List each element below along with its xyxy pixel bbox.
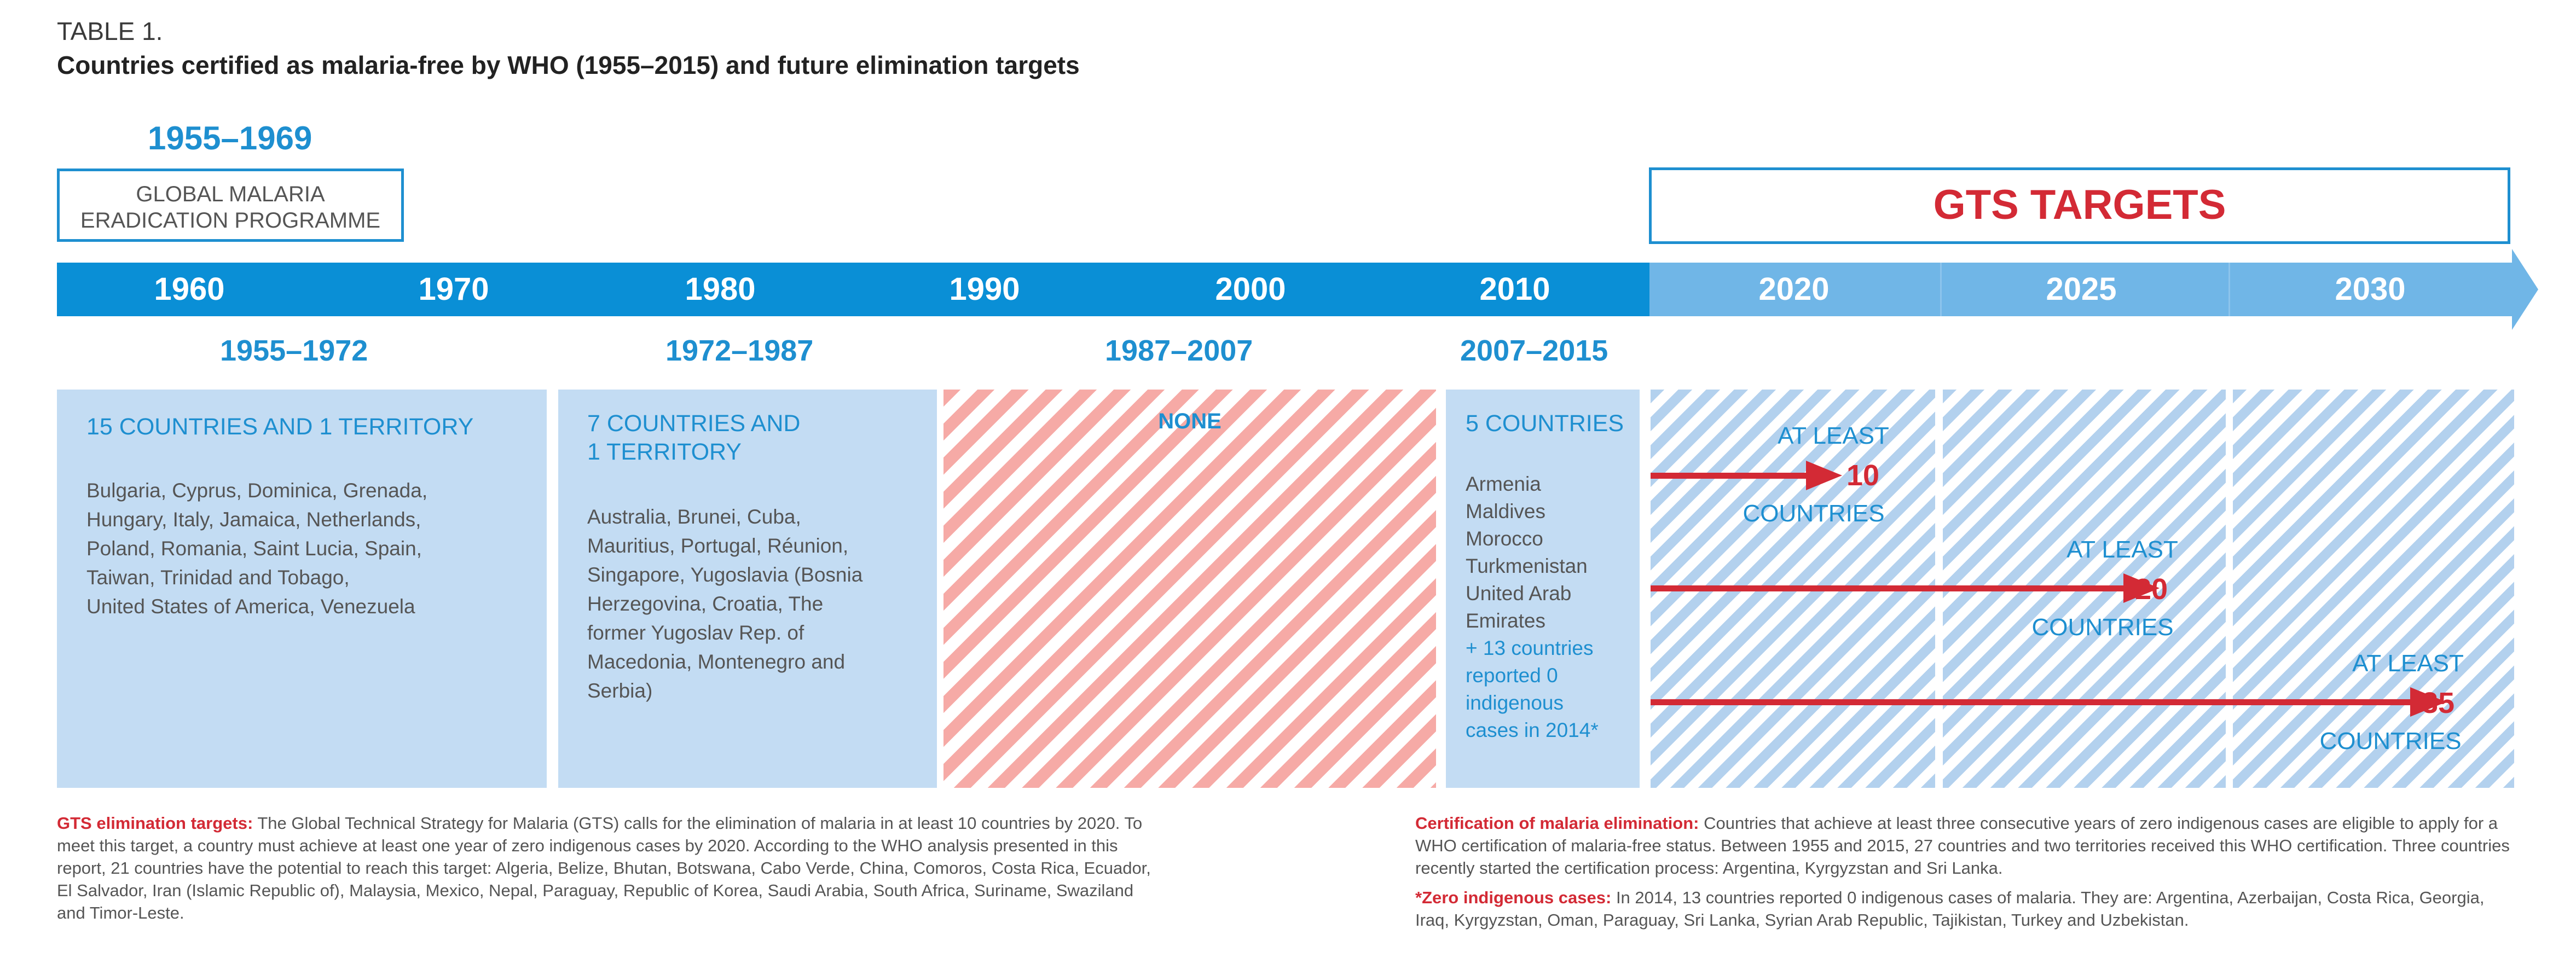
footnote-zero-cases: *Zero indigenous cases: In 2014, 13 coun…	[1415, 886, 2520, 931]
country-line: Hungary, Italy, Jamaica, Netherlands,	[86, 508, 421, 531]
programme-era: 1955–1969	[148, 120, 312, 156]
timeline-bar-targets	[1649, 263, 2517, 316]
year-tick: 2010	[1479, 271, 1550, 307]
footnote-text: Countries that achieve at least three co…	[1415, 814, 2510, 878]
target-value: 35	[2422, 687, 2455, 719]
country-line: Australia, Brunei, Cuba,	[587, 506, 801, 528]
country-line: Poland, Romania, Saint Lucia, Spain,	[86, 537, 422, 560]
panel-1987-2007: NONE	[943, 390, 1436, 788]
target-arrow-line	[1651, 473, 1809, 479]
panel-heading: NONE	[1158, 409, 1222, 433]
footnote-text: The Global Technical Strategy for Malari…	[57, 814, 1151, 922]
era-label: 2007–2015	[1460, 334, 1608, 367]
country-line: Herzegovina, Croatia, The	[587, 593, 824, 615]
country-line: Maldives	[1466, 500, 1545, 522]
panel-1972-1987: 7 COUNTRIES AND 1 TERRITORY Australia, B…	[558, 390, 937, 788]
programme-line2: ERADICATION PROGRAMME	[80, 208, 381, 233]
country-line: Mauritius, Portugal, Réunion,	[587, 535, 849, 557]
panel-heading-line: 7 COUNTRIES AND	[587, 410, 801, 437]
programme-box: GLOBAL MALARIA ERADICATION PROGRAMME	[57, 169, 404, 242]
country-line: Emirates	[1466, 609, 1545, 632]
year-tick: 1970	[418, 271, 489, 307]
footnote-title: *Zero indigenous cases:	[1415, 888, 1612, 907]
year-tick: 2030	[2335, 271, 2406, 307]
footnote-certification: Certification of malaria elimination: Co…	[1415, 812, 2520, 879]
target-arrow-head	[1806, 461, 1842, 490]
panel-heading: 5 COUNTRIES	[1466, 410, 1624, 437]
table-label: TABLE 1.	[57, 17, 163, 45]
note-line: reported 0	[1466, 664, 1558, 687]
year-tick: 2000	[1215, 271, 1286, 307]
footnote-title: Certification of malaria elimination:	[1415, 814, 1699, 833]
footnote-title: GTS elimination targets:	[57, 814, 253, 833]
country-line: Singapore, Yugoslavia (Bosnia	[587, 564, 863, 586]
timeline-bar-historic	[57, 263, 1649, 316]
country-line: Morocco	[1466, 527, 1543, 550]
country-line: Taiwan, Trinidad and Tobago,	[86, 566, 350, 589]
year-tick: 1960	[154, 271, 225, 307]
year-tick: 1990	[949, 271, 1020, 307]
target-label-top: AT LEAST	[1778, 422, 1889, 449]
timeline-divider	[1940, 263, 1942, 316]
footnote-gts: GTS elimination targets: The Global Tech…	[57, 812, 1162, 924]
year-tick: 2025	[2046, 271, 2117, 307]
year-tick: 2020	[1758, 271, 1830, 307]
country-line: Turkmenistan	[1466, 555, 1588, 577]
note-line: indigenous	[1466, 692, 1564, 714]
country-line: United Arab	[1466, 582, 1572, 605]
panel-2007-2015: 5 COUNTRIES Armenia Maldives Morocco Tur…	[1446, 390, 1640, 788]
panel-heading: 15 COUNTRIES AND 1 TERRITORY	[86, 414, 474, 440]
era-label: 1972–1987	[665, 334, 814, 367]
target-label-top: AT LEAST	[2352, 650, 2464, 677]
country-line: Serbia)	[587, 680, 653, 702]
country-list: Australia, Brunei, Cuba, Mauritius, Port…	[587, 502, 862, 705]
timeline-arrowhead	[2512, 249, 2538, 330]
note-line: cases in 2014*	[1466, 719, 1599, 741]
era-label: 1955–1972	[220, 334, 368, 367]
country-line: Bulgaria, Cyprus, Dominica, Grenada,	[86, 479, 428, 502]
zero-cases-note: + 13 countries reported 0 indigenous cas…	[1466, 635, 1599, 744]
country-list: Bulgaria, Cyprus, Dominica, Grenada, Hun…	[86, 476, 427, 621]
table-title: Countries certified as malaria-free by W…	[57, 51, 1080, 79]
gts-targets-box: GTS TARGETS	[1649, 167, 2510, 244]
note-line: + 13 countries	[1466, 637, 1594, 659]
target-value: 20	[2135, 573, 2168, 606]
target-label-bottom: COUNTRIES	[2031, 614, 2174, 641]
target-arrow-head	[2410, 687, 2446, 717]
footnote-text: In 2014, 13 countries reported 0 indigen…	[1415, 888, 2485, 930]
panel-heading: 7 COUNTRIES AND 1 TERRITORY	[587, 409, 800, 466]
target-label-top: AT LEAST	[2066, 536, 2178, 563]
country-line: Armenia	[1466, 473, 1541, 495]
panel-1955-1972: 15 COUNTRIES AND 1 TERRITORY Bulgaria, C…	[57, 390, 547, 788]
country-list: Armenia Maldives Morocco Turkmenistan Un…	[1466, 471, 1599, 744]
programme-line1: GLOBAL MALARIA	[136, 182, 325, 206]
target-arrow-head	[2123, 573, 2160, 603]
target-arrow-line	[1651, 585, 2127, 591]
country-line: Macedonia, Montenegro and	[587, 651, 846, 673]
target-label-bottom: COUNTRIES	[1743, 500, 1885, 527]
panel-heading-line: 1 TERRITORY	[587, 439, 742, 465]
timeline-divider	[2228, 263, 2230, 316]
target-arrow-line	[1651, 699, 2413, 705]
country-line: United States of America, Venezuela	[86, 595, 415, 618]
target-value: 10	[1846, 459, 1880, 492]
target-label-bottom: COUNTRIES	[2319, 728, 2462, 754]
year-tick: 1980	[685, 271, 756, 307]
country-line: former Yugoslav Rep. of	[587, 622, 804, 644]
panel-target-2030	[2233, 390, 2514, 788]
era-label: 1987–2007	[1105, 334, 1253, 367]
